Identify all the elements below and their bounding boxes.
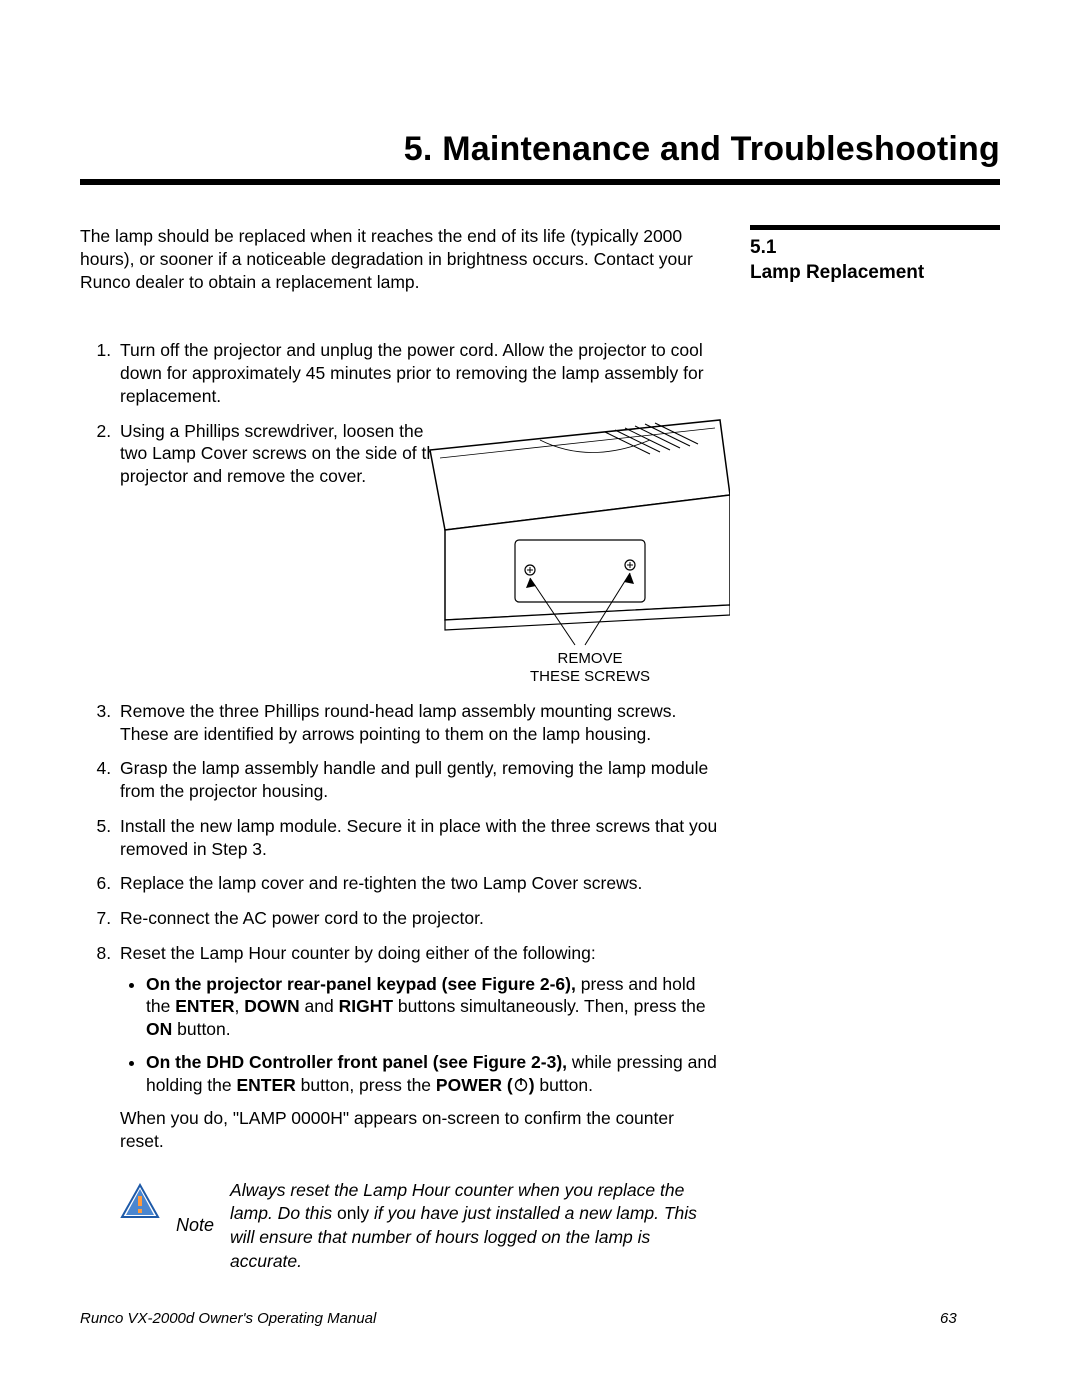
step-1: Turn off the projector and unplug the po… <box>116 339 720 407</box>
step-8: Reset the Lamp Hour counter by doing eit… <box>116 942 720 1153</box>
steps-list: Turn off the projector and unplug the po… <box>80 339 720 1153</box>
power-icon <box>513 1075 529 1098</box>
step-2: Using a Phillips screwdriver, loosen the… <box>116 420 720 688</box>
bullet1-bold: On the projector rear-panel keypad (see … <box>146 974 576 994</box>
projector-illustration <box>390 410 730 660</box>
note-label: Note <box>176 1214 214 1237</box>
step-2-wrap: Using a Phillips screwdriver, loosen the… <box>120 420 720 688</box>
bullet1-right: RIGHT <box>339 996 393 1016</box>
step-8-bullet-1: On the projector rear-panel keypad (see … <box>146 973 720 1041</box>
note-text: Always reset the Lamp Hour counter when … <box>230 1179 720 1274</box>
step-4: Grasp the lamp assembly handle and pull … <box>116 757 720 803</box>
bullet2-bold: On the DHD Controller front panel (see F… <box>146 1052 567 1072</box>
page: 5. Maintenance and Troubleshooting The l… <box>0 0 1080 1397</box>
diagram-label-line2: THESE SCREWS <box>530 668 650 685</box>
bullet1-c: buttons simultaneously. Then, press the <box>393 996 706 1016</box>
intro-paragraph: The lamp should be replaced when it reac… <box>80 225 720 293</box>
footer-title: Runco VX-2000d Owner's Operating Manual <box>80 1310 940 1327</box>
step-8-bullets: On the projector rear-panel keypad (see … <box>120 973 720 1098</box>
chapter-rule <box>80 179 1000 185</box>
chapter-number: 5. <box>404 130 433 168</box>
diagram-label: REMOVE THESE SCREWS <box>500 650 680 686</box>
content-columns: The lamp should be replaced when it reac… <box>80 225 1000 1273</box>
projector-diagram <box>390 410 730 660</box>
bullet2-end: button. <box>535 1075 593 1095</box>
footer-page-number: 63 <box>940 1310 1000 1327</box>
section-heading: 5.1 Lamp Replacement <box>750 236 1000 285</box>
bullet2-enter: ENTER <box>237 1075 296 1095</box>
step-6: Replace the lamp cover and re-tighten th… <box>116 872 720 895</box>
page-footer: Runco VX-2000d Owner's Operating Manual … <box>80 1310 1000 1327</box>
step-8-after: When you do, "LAMP 0000H" appears on-scr… <box>120 1107 720 1153</box>
chapter-title: 5. Maintenance and Troubleshooting <box>80 130 1000 169</box>
bullet1-down: DOWN <box>244 996 299 1016</box>
section-rule <box>750 225 1000 230</box>
bullet1-enter: ENTER <box>175 996 234 1016</box>
step-3: Remove the three Phillips round-head lam… <box>116 700 720 746</box>
note-text-only: only <box>337 1203 369 1223</box>
step-7: Re-connect the AC power cord to the proj… <box>116 907 720 930</box>
step-5: Install the new lamp module. Secure it i… <box>116 815 720 861</box>
bullet1-on: ON <box>146 1019 172 1039</box>
step-8-lead: Reset the Lamp Hour counter by doing eit… <box>120 943 596 963</box>
note-block: Note Always reset the Lamp Hour counter … <box>80 1179 720 1274</box>
section-title: Lamp Replacement <box>750 262 924 283</box>
bullet2-power-open: POWER ( <box>436 1075 513 1095</box>
bullet2-b: button, press the <box>296 1075 436 1095</box>
diagram-label-line1: REMOVE <box>557 650 622 667</box>
bullet1-end: button. <box>172 1019 230 1039</box>
chapter-title-text: Maintenance and Troubleshooting <box>442 130 1000 168</box>
step-8-bullet-2: On the DHD Controller front panel (see F… <box>146 1051 720 1098</box>
section-number: 5.1 <box>750 237 776 258</box>
main-column: The lamp should be replaced when it reac… <box>80 225 720 1273</box>
side-column: 5.1 Lamp Replacement <box>750 225 1000 1273</box>
warning-icon <box>120 1183 160 1219</box>
